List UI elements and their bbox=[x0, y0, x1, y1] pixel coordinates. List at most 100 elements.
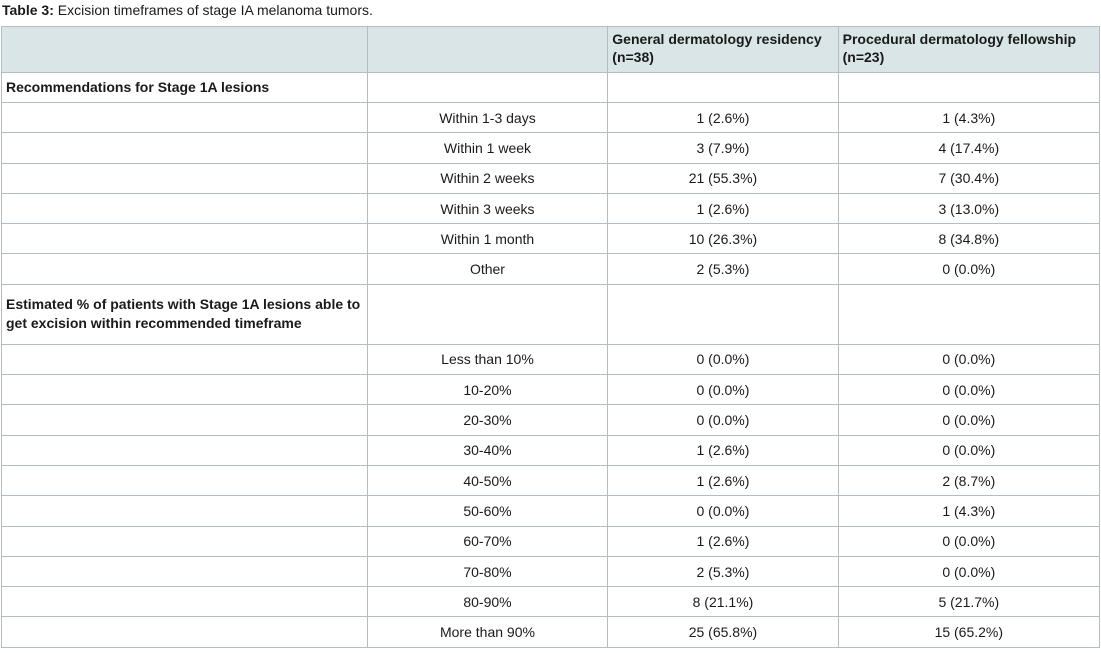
empty-cell bbox=[1, 495, 368, 527]
row-label: Within 3 weeks bbox=[366, 192, 609, 225]
fellowship-value: 0 (0.0%) bbox=[837, 404, 1101, 436]
residency-value: 10 (26.3%) bbox=[607, 223, 839, 255]
row-label: Within 1 month bbox=[366, 223, 609, 255]
table-row: 30-40% 1 (2.6%) 0 (0.0%) bbox=[1, 434, 1101, 466]
fellowship-value: 5 (21.7%) bbox=[837, 586, 1101, 618]
empty-cell bbox=[607, 72, 839, 103]
table-row: 40-50% 1 (2.6%) 2 (8.7%) bbox=[1, 464, 1101, 497]
fellowship-value: 4 (17.4%) bbox=[837, 132, 1101, 164]
table-row: 80-90% 8 (21.1%) 5 (21.7%) bbox=[1, 586, 1101, 618]
empty-cell bbox=[1, 374, 368, 406]
fellowship-value: 1 (4.3%) bbox=[837, 495, 1101, 527]
residency-value: 1 (2.6%) bbox=[607, 192, 839, 225]
empty-cell bbox=[1, 101, 368, 134]
empty-cell bbox=[1, 343, 368, 376]
row-label: 40-50% bbox=[366, 464, 609, 497]
row-label: 70-80% bbox=[366, 555, 609, 588]
table-row: Other 2 (5.3%) 0 (0.0%) bbox=[1, 253, 1101, 285]
fellowship-value: 0 (0.0%) bbox=[837, 434, 1101, 466]
empty-cell bbox=[1, 525, 368, 557]
table-row: Within 1 week 3 (7.9%) 4 (17.4%) bbox=[1, 132, 1101, 164]
fellowship-value: 7 (30.4%) bbox=[837, 162, 1101, 194]
empty-cell bbox=[1, 192, 368, 225]
fellowship-value: 0 (0.0%) bbox=[837, 343, 1101, 376]
row-label: Within 2 weeks bbox=[366, 162, 609, 194]
residency-value: 0 (0.0%) bbox=[607, 343, 839, 376]
table-row: Within 2 weeks 21 (55.3%) 7 (30.4%) bbox=[1, 162, 1101, 194]
row-label: Within 1 week bbox=[366, 132, 609, 164]
empty-cell bbox=[1, 464, 368, 497]
residency-value: 1 (2.6%) bbox=[607, 434, 839, 466]
row-label: Less than 10% bbox=[366, 343, 609, 376]
empty-cell bbox=[837, 283, 1101, 345]
table-row: 10-20% 0 (0.0%) 0 (0.0%) bbox=[1, 374, 1101, 406]
residency-value: 1 (2.6%) bbox=[607, 101, 839, 134]
empty-cell bbox=[837, 72, 1101, 103]
section-row: Estimated % of patients with Stage 1A le… bbox=[1, 283, 1101, 345]
empty-cell bbox=[1, 223, 368, 255]
header-fellowship: Procedural dermatology fellowship (n=23) bbox=[837, 26, 1101, 73]
header-cell-empty-2 bbox=[366, 26, 609, 73]
empty-cell bbox=[1, 555, 368, 588]
fellowship-value: 8 (34.8%) bbox=[837, 223, 1101, 255]
fellowship-value: 0 (0.0%) bbox=[837, 253, 1101, 285]
table-row: Within 3 weeks 1 (2.6%) 3 (13.0%) bbox=[1, 192, 1101, 225]
fellowship-value: 0 (0.0%) bbox=[837, 555, 1101, 588]
residency-value: 21 (55.3%) bbox=[607, 162, 839, 194]
table-body: General dermatology residency (n=38) Pro… bbox=[1, 26, 1101, 648]
fellowship-value: 1 (4.3%) bbox=[837, 101, 1101, 134]
fellowship-value: 0 (0.0%) bbox=[837, 374, 1101, 406]
header-residency: General dermatology residency (n=38) bbox=[607, 26, 839, 73]
empty-cell bbox=[1, 404, 368, 436]
row-label: 60-70% bbox=[366, 525, 609, 557]
table-row: More than 90% 25 (65.8%) 15 (65.2%) bbox=[1, 616, 1101, 648]
section-title: Estimated % of patients with Stage 1A le… bbox=[1, 283, 368, 345]
row-label: Other bbox=[366, 253, 609, 285]
fellowship-value: 15 (65.2%) bbox=[837, 616, 1101, 648]
table-header-row: General dermatology residency (n=38) Pro… bbox=[1, 26, 1101, 73]
row-label: Within 1-3 days bbox=[366, 101, 609, 134]
empty-cell bbox=[366, 283, 609, 345]
empty-cell bbox=[607, 283, 839, 345]
residency-value: 0 (0.0%) bbox=[607, 404, 839, 436]
table-row: Within 1-3 days 1 (2.6%) 1 (4.3%) bbox=[1, 101, 1101, 134]
caption-label: Table 3: bbox=[2, 2, 54, 18]
row-label: 50-60% bbox=[366, 495, 609, 527]
fellowship-value: 3 (13.0%) bbox=[837, 192, 1101, 225]
row-label: 80-90% bbox=[366, 586, 609, 618]
residency-value: 2 (5.3%) bbox=[607, 253, 839, 285]
caption-text: Excision timeframes of stage IA melanoma… bbox=[53, 2, 373, 18]
table-caption: Table 3: Excision timeframes of stage IA… bbox=[2, 1, 373, 19]
empty-cell bbox=[1, 253, 368, 285]
residency-value: 1 (2.6%) bbox=[607, 525, 839, 557]
table-row: 60-70% 1 (2.6%) 0 (0.0%) bbox=[1, 525, 1101, 557]
table-row: Less than 10% 0 (0.0%) 0 (0.0%) bbox=[1, 343, 1101, 376]
empty-cell bbox=[1, 586, 368, 618]
empty-cell bbox=[366, 72, 609, 103]
residency-value: 0 (0.0%) bbox=[607, 495, 839, 527]
empty-cell bbox=[1, 162, 368, 194]
residency-value: 1 (2.6%) bbox=[607, 464, 839, 497]
header-cell-empty-1 bbox=[1, 26, 368, 73]
row-label: More than 90% bbox=[366, 616, 609, 648]
row-label: 30-40% bbox=[366, 434, 609, 466]
table-row: 70-80% 2 (5.3%) 0 (0.0%) bbox=[1, 555, 1101, 588]
residency-value: 25 (65.8%) bbox=[607, 616, 839, 648]
residency-value: 8 (21.1%) bbox=[607, 586, 839, 618]
row-label: 10-20% bbox=[366, 374, 609, 406]
excision-table: General dermatology residency (n=38) Pro… bbox=[1, 26, 1101, 648]
empty-cell bbox=[1, 132, 368, 164]
section-title: Recommendations for Stage 1A lesions bbox=[1, 72, 368, 103]
row-label: 20-30% bbox=[366, 404, 609, 436]
empty-cell bbox=[1, 616, 368, 648]
fellowship-value: 2 (8.7%) bbox=[837, 464, 1101, 497]
residency-value: 0 (0.0%) bbox=[607, 374, 839, 406]
table-row: 50-60% 0 (0.0%) 1 (4.3%) bbox=[1, 495, 1101, 527]
table-row: Within 1 month 10 (26.3%) 8 (34.8%) bbox=[1, 223, 1101, 255]
fellowship-value: 0 (0.0%) bbox=[837, 525, 1101, 557]
empty-cell bbox=[1, 434, 368, 466]
section-row: Recommendations for Stage 1A lesions bbox=[1, 72, 1101, 103]
table-row: 20-30% 0 (0.0%) 0 (0.0%) bbox=[1, 404, 1101, 436]
residency-value: 3 (7.9%) bbox=[607, 132, 839, 164]
residency-value: 2 (5.3%) bbox=[607, 555, 839, 588]
